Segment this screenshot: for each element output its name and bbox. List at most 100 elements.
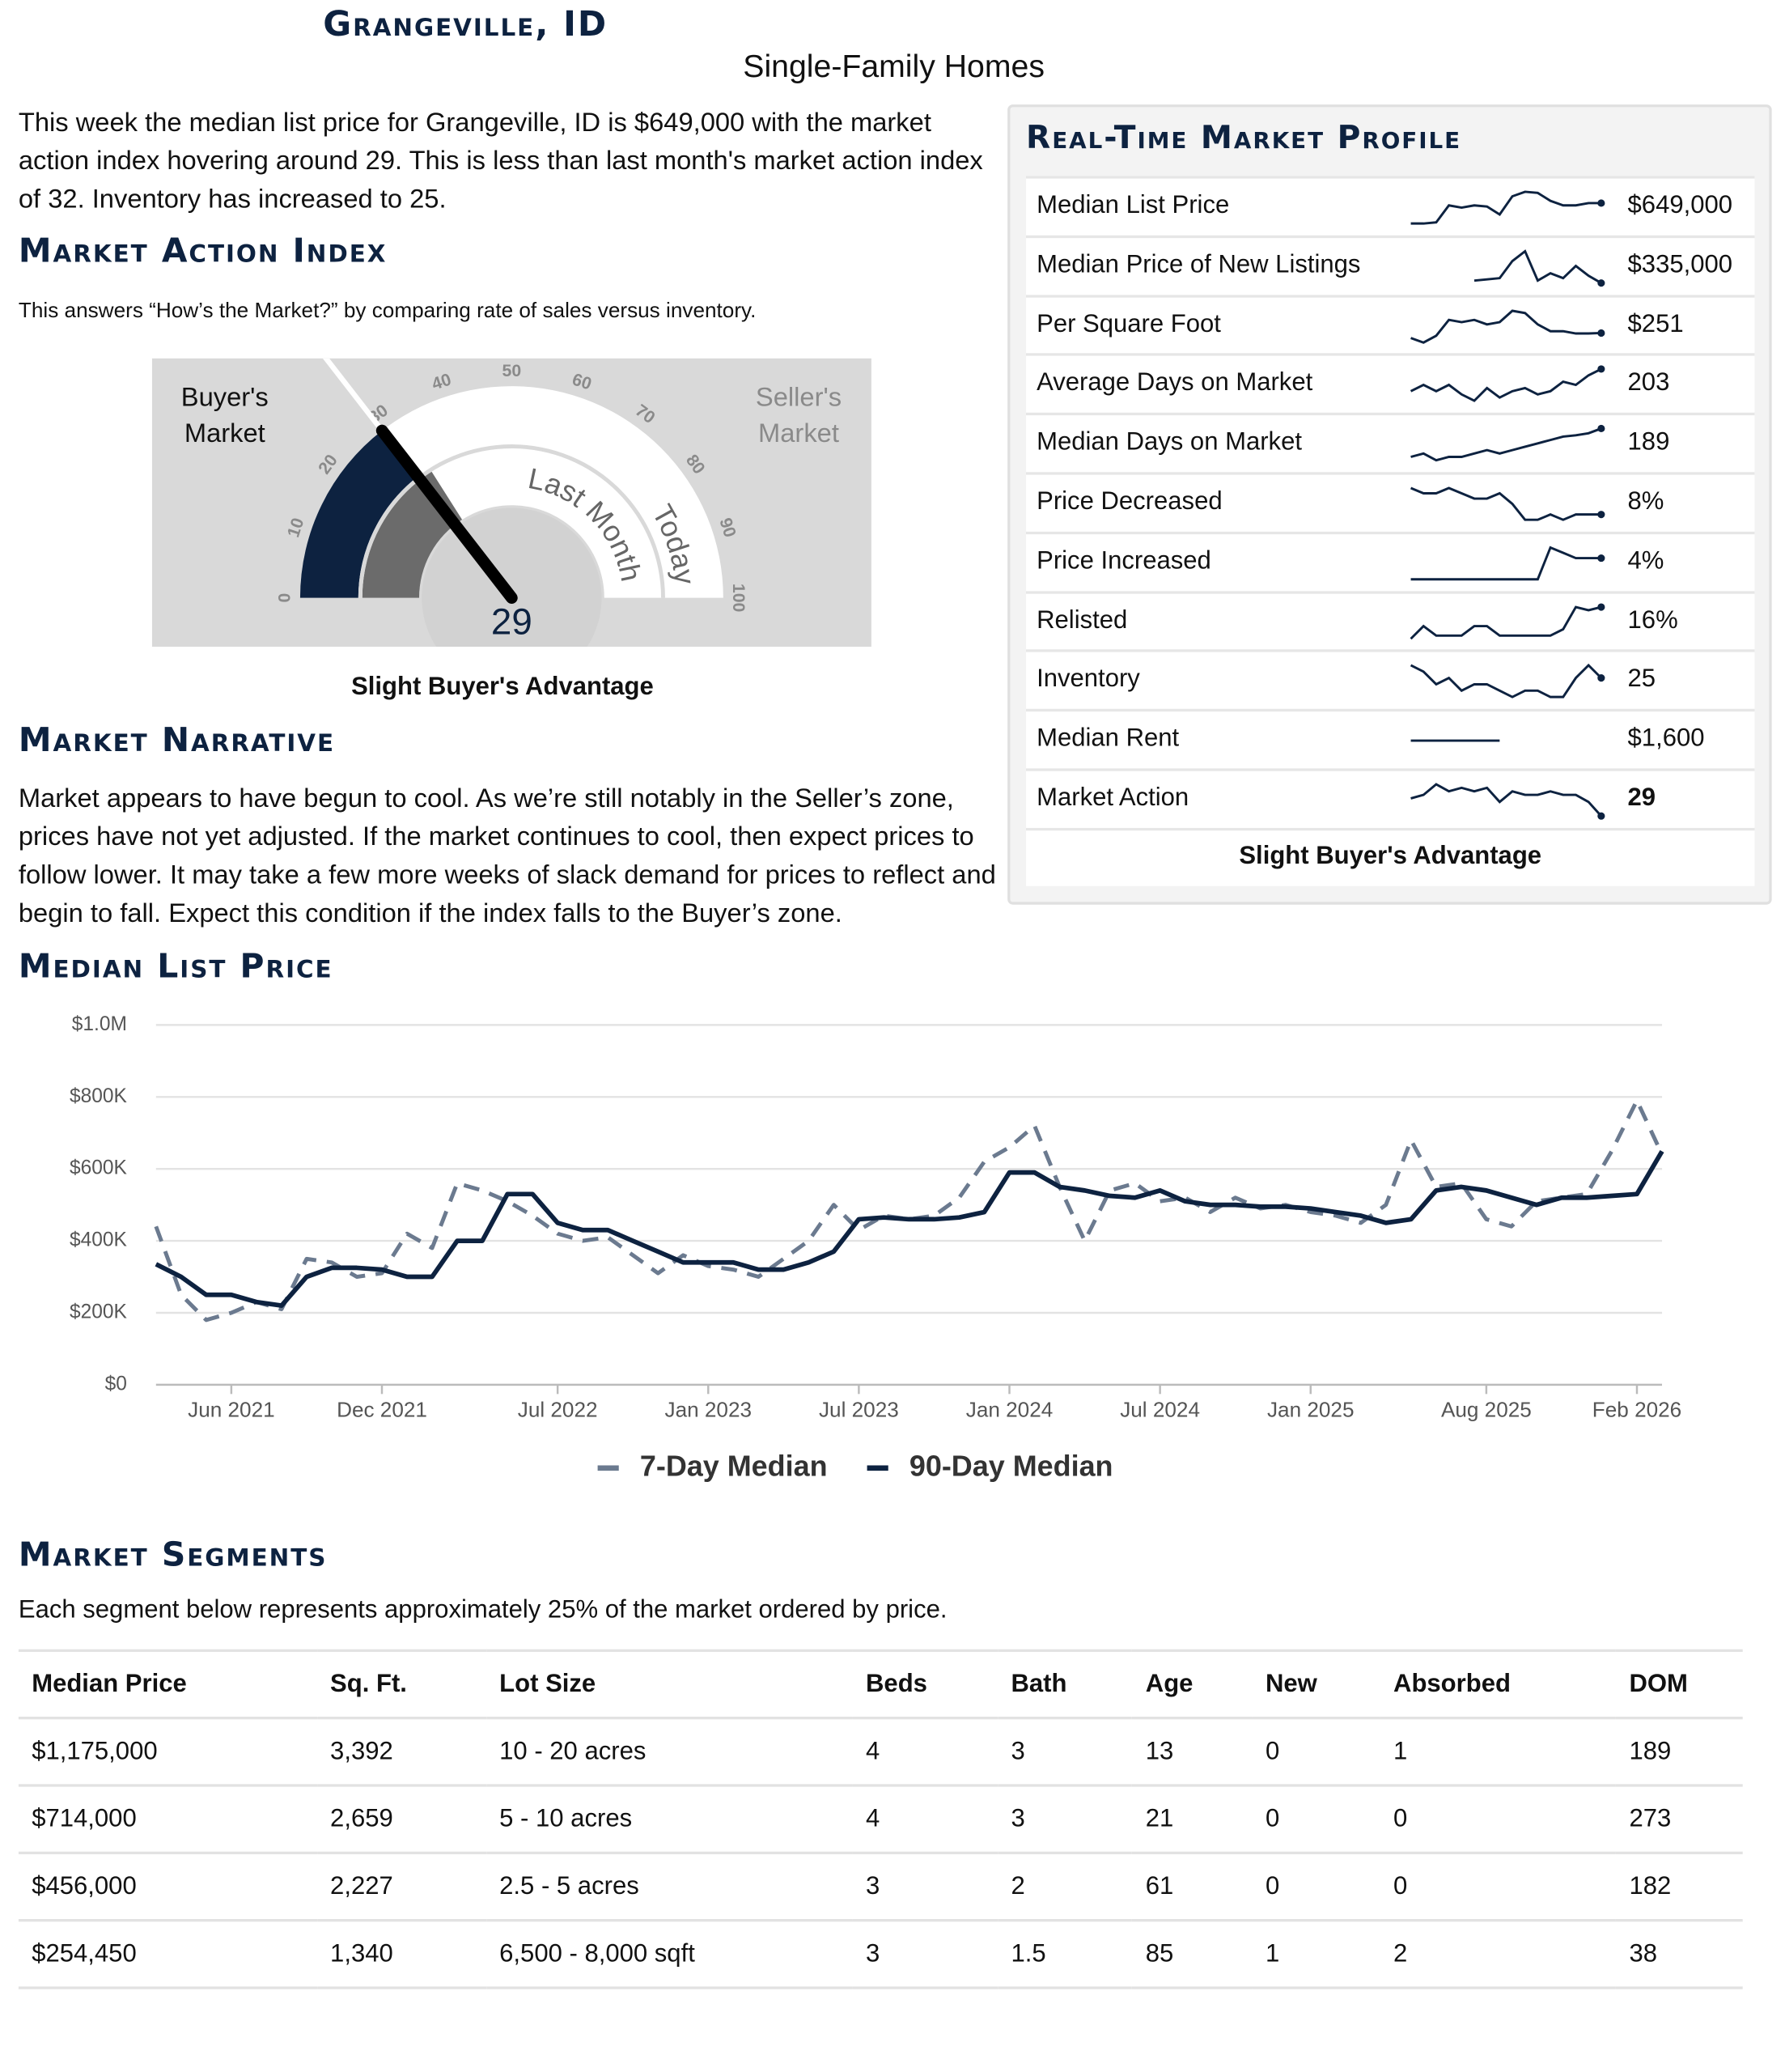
profile-row: Market Action 29 [1026,768,1755,828]
column-header: Beds [852,1649,998,1720]
table-cell: 0 [1380,1784,1617,1854]
sparkline-path [1410,190,1601,225]
y-tick-label: $600K [70,1157,128,1179]
table-cell: 2 [998,1851,1133,1922]
y-tick-label: $800K [70,1085,128,1107]
sparkline [1410,602,1605,639]
profile-label: Median List Price [1037,191,1230,220]
sparkline [1410,783,1605,820]
gauge-today-arc [299,431,418,598]
table-cell: $254,450 [18,1919,317,1989]
table-cell: 3 [998,1717,1133,1787]
sparkline-end [1597,278,1605,287]
y-tick-label: $200K [70,1301,128,1323]
table-cell: 21 [1132,1784,1253,1854]
column-header: Median Price [18,1649,317,1720]
sparkline [1410,308,1605,344]
table-row: $456,000 2,227 2.5 - 5 acres 3 2 61 0 0 182 [18,1851,1743,1922]
y-tick-label: $0 [105,1373,127,1395]
table-cell: 6,500 - 8,000 sqft [485,1919,853,1989]
table-cell: 0 [1252,1784,1380,1854]
gauge-tick-label: 80 [682,451,709,478]
x-tick-label: Jun 2021 [188,1397,275,1421]
table-cell: 61 [1132,1851,1253,1922]
table-cell: $456,000 [18,1851,317,1922]
table-cell: 0 [1252,1717,1380,1787]
gauge-tick-label: 100 [729,584,748,612]
table-cell: 4 [852,1717,998,1787]
table-cell: 1 [1252,1919,1380,1989]
description: Each segment below represents approximat… [18,1596,948,1624]
legend-label: 90-Day Median [909,1449,1113,1482]
profile-row: Median Days on Market 189 [1026,413,1755,473]
sparkline-end [1597,365,1605,374]
profile-row: Price Decreased 8% [1026,472,1755,532]
table-cell: 0 [1252,1851,1380,1922]
sparkline [1410,190,1605,225]
profile-value: $649,000 [1627,191,1733,220]
profile-value: $335,000 [1627,251,1733,279]
column-header: Lot Size [485,1649,853,1720]
market-profile: Real-Time Market Profile Median List Pri… [1007,104,1772,905]
section-heading: Median List Price [18,946,333,986]
series-line [154,1098,1664,1323]
x-tick-label: Jul 2022 [518,1397,598,1421]
profile-value: 4% [1627,547,1664,575]
y-tick-label: $400K [70,1229,128,1251]
column-header: Bath [998,1649,1133,1720]
profile-label: Price Increased [1037,547,1211,575]
profile-label: Median Rent [1037,724,1180,754]
sparkline-end [1597,812,1605,820]
table-cell: $714,000 [18,1784,317,1854]
needle-extension [322,358,384,433]
gauge: Last Month Today 0 10 20 30 40 50 60 70 80 90 100 29 … [151,358,871,648]
sparkline [1410,486,1605,521]
intro-text: This week the median list price for Gran… [18,108,983,214]
sparkline-end [1597,554,1605,562]
table-cell: 10 - 20 acres [485,1717,853,1787]
table-cell: 1 [1380,1717,1617,1787]
section-heading: Market Narrative [18,720,336,759]
profile-value: $1,600 [1627,724,1705,754]
x-tick-label: Feb 2026 [1592,1397,1681,1421]
table-cell: 3 [852,1919,998,1989]
profile-row: Median List Price $649,000 [1026,176,1755,236]
sparkline [1473,248,1605,287]
table-cell: 2 [1380,1919,1617,1989]
profile-value: 25 [1627,665,1656,694]
column-header: DOM [1616,1649,1743,1720]
sparkline-end [1597,329,1605,337]
table-cell: 189 [1616,1717,1743,1787]
table-cell: 3 [998,1784,1133,1854]
profile-value: 29 [1627,784,1656,813]
x-tick-label: Jul 2024 [1120,1397,1200,1421]
profile-label: Relisted [1037,606,1128,635]
subtitle: Single-Family Homes [743,49,1045,85]
profile-row: Price Increased 4% [1026,531,1755,592]
series-line [155,1149,1664,1308]
gauge-tick-label: 10 [283,516,307,540]
sparkline [1410,425,1605,462]
segments-table: Median Price Sq. Ft. Lot Size Beds Bath Age Ne… [18,1649,1743,1989]
sparkline-end [1597,425,1605,433]
narrative-text: Market appears to have begun to cool. As… [18,784,996,929]
column-header: New [1252,1649,1380,1720]
table-cell: 4 [852,1784,998,1854]
sparkline-end [1597,511,1605,519]
table-cell: 2.5 - 5 acres [485,1851,853,1922]
profile-value: 203 [1627,369,1670,397]
table-cell: 2,659 [316,1784,486,1854]
table-cell: 85 [1132,1919,1253,1989]
line-chart: $0 $200K $400K $600K $800K $1.0M Jun 2021 Dec 2… [70,1013,1681,1482]
table-row: $1,175,000 3,392 10 - 20 acres 4 3 13 0 1 189 [18,1717,1743,1787]
sparkline-path [1410,486,1601,521]
sparkline-path [1410,664,1602,699]
needle [375,424,518,604]
profile-footer: Slight Buyer's Advantage [1026,827,1755,886]
gauge-caption: Slight Buyer's Advantage [351,673,654,702]
sparkline [1410,739,1500,742]
description: This answers “How’s the Market?” by comp… [18,299,757,323]
profile-row: Median Price of New Listings $335,000 [1026,235,1755,295]
section-heading: Market Segments [18,1535,328,1574]
